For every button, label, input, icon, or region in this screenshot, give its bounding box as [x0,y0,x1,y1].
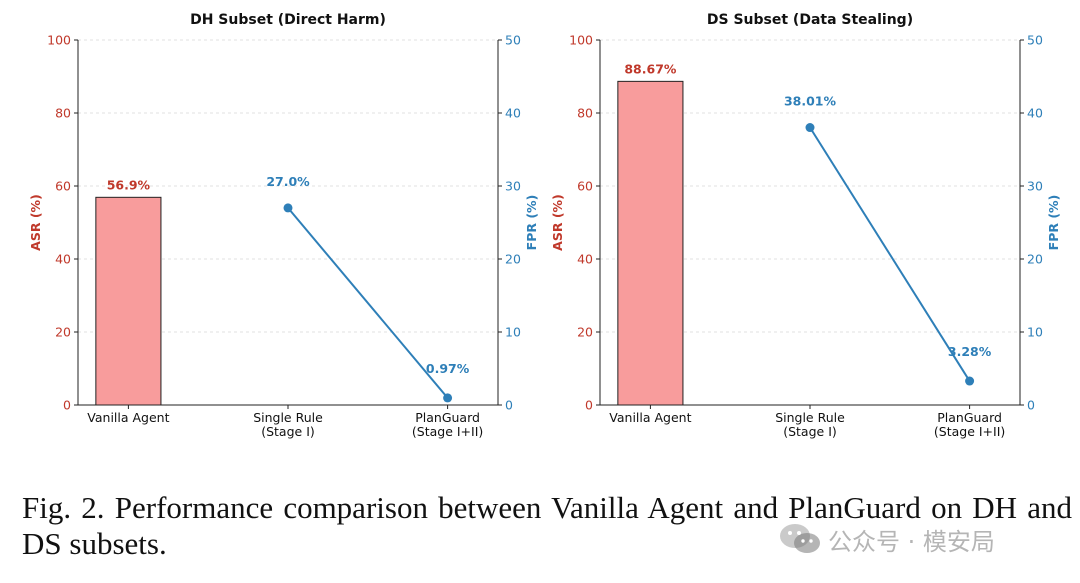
watermark: 公众号 · 模安局 [778,522,995,556]
left-tick-label: 0 [63,398,71,413]
fpr-point [805,123,815,133]
fpr-point [965,376,975,386]
fpr-data-label: 0.97% [426,361,470,376]
fpr-line [287,207,449,399]
left-axis-label: ASR (%) [28,194,43,251]
figure: 56.9% 27.0%0.97%02040608010001020304050Va… [28,12,1061,439]
left-tick-label: 20 [577,325,593,340]
right-tick-label: 20 [1027,252,1043,267]
fpr-line [809,126,971,382]
left-tick-label: 60 [577,179,593,194]
right-tick-label: 10 [1027,325,1043,340]
right-tick-label: 40 [1027,106,1043,121]
category-label: Single Rule (Stage I) [253,410,323,439]
right-tick-label: 50 [505,33,521,48]
left-tick-label: 80 [577,106,593,121]
left-axis-label: ASR (%) [550,194,565,251]
chart-panel-2: 88.67% 38.01% 3.28% 0 20 40 60 80 100 0 10 20 30 40 50… [550,12,1061,439]
left-tick-label: 40 [55,252,71,267]
right-tick-label: 20 [505,252,521,267]
chart-title: DS Subset (Data Stealing) [707,12,913,28]
fpr-point [443,393,453,403]
bar-data-label: 56.9% [107,177,151,192]
bar-vanilla-agent [617,80,684,406]
right-axis-label: FPR (%) [524,195,539,251]
chart-panel-1: 56.9% 27.0% 0.97% 0 20 40 60 80 100 0 10 20 30 40 50 Va… [28,12,539,439]
right-tick-label: 40 [505,106,521,121]
fpr-data-label: 3.28% [948,344,992,359]
left-tick-label: 100 [47,33,71,48]
watermark-text: 公众号 · 模安局 [828,527,995,556]
fpr-point [283,203,293,213]
left-tick-label: 100 [569,33,593,48]
right-tick-label: 50 [1027,33,1043,48]
figure-caption: Fig. 2. Performance comparison between V… [22,490,1072,561]
left-tick-label: 80 [55,106,71,121]
category-label: Single Rule (Stage I) [775,410,845,439]
left-tick-label: 20 [55,325,71,340]
category-label: Vanilla Agent [609,410,691,425]
wechat-icon [780,524,820,553]
right-tick-label: 30 [505,179,521,194]
left-tick-label: 40 [577,252,593,267]
fpr-data-label: 38.01% [784,94,837,109]
right-tick-label: 30 [1027,179,1043,194]
left-tick-label: 0 [585,398,593,413]
left-tick-label: 60 [55,179,71,194]
category-label: PlanGuard (Stage I+II) [934,410,1005,439]
category-label: Vanilla Agent [87,410,169,425]
right-tick-label: 10 [505,325,521,340]
right-axis-label: FPR (%) [1046,195,1061,251]
bar-data-label: 88.67% [624,61,677,76]
fpr-data-label: 27.0% [266,174,310,189]
category-label: PlanGuard (Stage I+II) [412,410,483,439]
right-tick-label: 0 [1027,398,1035,413]
chart-title: DH Subset (Direct Harm) [190,12,386,28]
right-tick-label: 0 [505,398,513,413]
bar-vanilla-agent [95,196,162,406]
